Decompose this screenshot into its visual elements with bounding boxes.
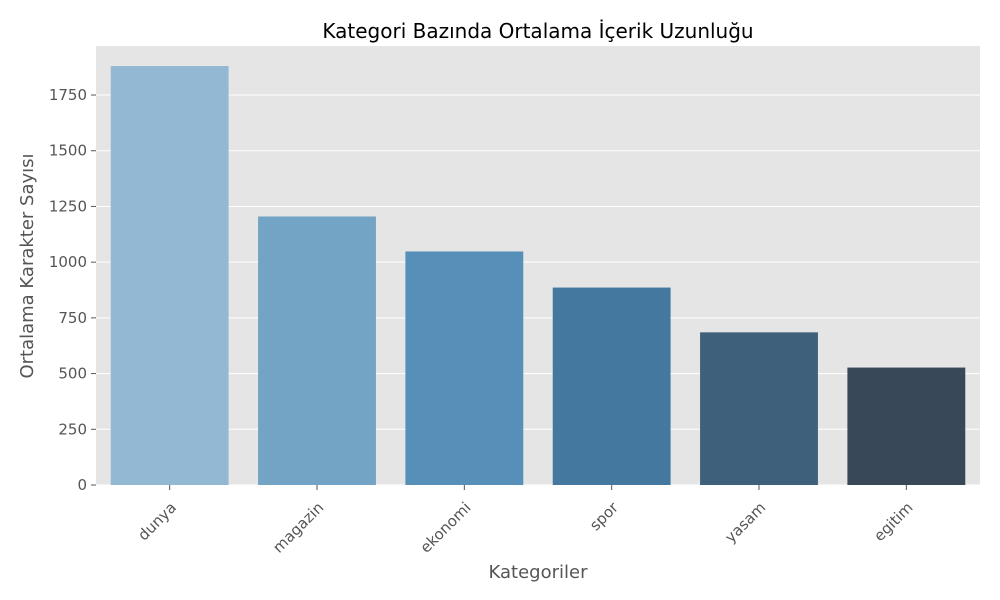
x-tick-label: egitim	[870, 499, 916, 545]
chart-title: Kategori Bazında Ortalama İçerik Uzunluğ…	[322, 19, 753, 43]
x-tick-labels: dunya magazin ekonomi spor yasam egitim	[134, 485, 917, 557]
x-tick-label: dunya	[134, 499, 180, 545]
bars	[110, 66, 966, 486]
y-axis-label: Ortalama Karakter Sayısı	[17, 153, 38, 378]
y-tick-label: 1250	[49, 197, 87, 215]
plot-background	[96, 46, 980, 485]
y-tick-label: 0	[77, 476, 87, 494]
grid-lines	[96, 94, 980, 486]
y-tick-label: 1750	[49, 86, 87, 104]
x-tick-label: yasam	[721, 499, 769, 547]
y-tick-label: 250	[58, 420, 87, 438]
y-tick-labels: 0 250 500 750 1000 1250 1500 1750	[49, 86, 96, 494]
bar-egitim	[847, 367, 966, 485]
bar-spor	[552, 287, 671, 485]
y-tick-label: 1500	[49, 142, 87, 160]
y-tick-label: 1000	[49, 253, 87, 271]
bar-ekonomi	[405, 251, 524, 485]
bar-yasam	[700, 332, 818, 485]
x-axis-label: Kategoriler	[489, 562, 589, 583]
x-tick-label: magazin	[269, 499, 327, 557]
x-tick-label: ekonomi	[417, 499, 475, 557]
bar-dunya	[110, 66, 229, 485]
x-tick-label: spor	[586, 498, 622, 534]
y-tick-label: 500	[58, 365, 87, 383]
bar-magazin	[258, 216, 376, 486]
y-tick-label: 750	[58, 309, 87, 327]
